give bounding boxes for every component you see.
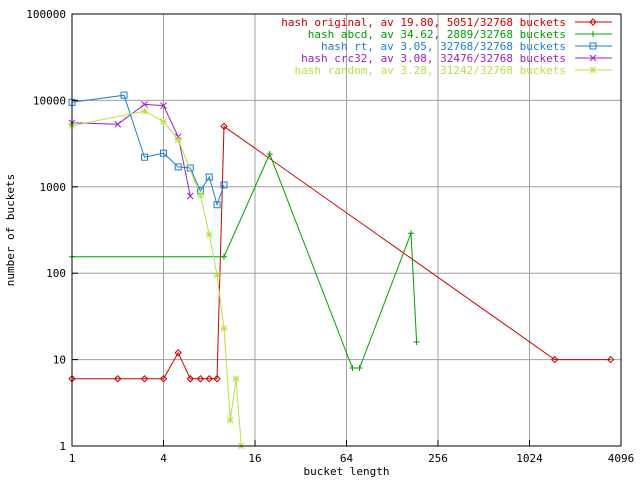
series-5-point <box>232 375 240 383</box>
series-4-point <box>186 192 194 200</box>
series-2-point <box>356 364 363 371</box>
series-5 <box>68 107 245 450</box>
legend-marker-4 <box>589 54 597 62</box>
x-tick-label: 256 <box>428 452 448 465</box>
series-5-point <box>160 118 167 125</box>
legend-entry-3: hash rt, av 3.05, 32768/32768 buckets <box>321 40 566 53</box>
series-1-point <box>140 375 149 383</box>
y-tick-label: 100000 <box>26 8 66 21</box>
legend-entry-1: hash original, av 19.80, 5051/32768 buck… <box>281 16 566 29</box>
legend: hash original, av 19.80, 5051/32768 buck… <box>281 16 612 77</box>
x-tick-label: 1024 <box>516 452 543 465</box>
series-1-point <box>114 375 122 383</box>
legend-entry-5: hash random, av 3.28, 31242/32768 bucket… <box>294 64 566 77</box>
series-4-line <box>71 103 191 197</box>
series-4-point <box>114 120 122 128</box>
y-tick-label: 1000 <box>40 181 67 194</box>
legend-entry-2: hash abcd, av 34.62, 2889/32768 buckets <box>308 28 566 41</box>
series-3-point <box>141 153 149 161</box>
series-3-point <box>174 163 182 171</box>
series-3-point <box>205 173 213 181</box>
series-5-point <box>213 271 221 279</box>
y-tick-label: 1 <box>59 440 66 453</box>
series-1-point <box>606 355 615 364</box>
legend-marker-2 <box>590 31 596 37</box>
legend-marker-1 <box>589 18 597 26</box>
y-tick-label: 100 <box>46 267 66 280</box>
series-5-point <box>226 416 234 424</box>
x-tick-label: 4 <box>160 452 167 465</box>
y-tick-label: 10 <box>53 354 66 367</box>
series-2-point <box>349 364 356 371</box>
y-tick-label: 10000 <box>33 94 66 107</box>
series-5-point <box>174 136 182 144</box>
series-1-point <box>205 375 213 383</box>
x-tick-label: 4096 <box>608 452 635 465</box>
series-1-point <box>186 375 194 383</box>
series-2 <box>69 150 420 371</box>
series-1-point <box>196 375 205 383</box>
legend-marker-3 <box>589 42 597 50</box>
series-5-point <box>220 324 228 332</box>
series-3-point <box>220 181 228 189</box>
series-1-point <box>550 355 559 364</box>
series-5-point <box>141 107 148 115</box>
series-2-point <box>407 230 414 237</box>
series-4-point <box>141 100 148 108</box>
series-group <box>68 91 615 450</box>
grid <box>72 14 621 446</box>
tick-labels: 1 4 16 64 256 1024 4096 1 10 100 1000 10000 100000 <box>26 8 634 465</box>
legend-entry-4: hash crc32, av 3.08, 32476/32768 buckets <box>301 52 566 65</box>
series-2-point <box>266 150 273 157</box>
series-2-point <box>220 253 227 260</box>
series-1-point <box>213 375 221 383</box>
series-5-point <box>197 191 204 199</box>
series-1-point <box>159 375 168 383</box>
x-axis-label: bucket length <box>303 465 389 478</box>
series-4-point <box>174 133 182 141</box>
series-3-point <box>160 149 167 157</box>
series-2-point <box>413 338 420 345</box>
series-4-point <box>160 102 167 109</box>
x-tick-label: 1 <box>69 452 76 465</box>
series-1-point <box>174 349 182 357</box>
series-1-line <box>72 125 611 380</box>
series-1-point <box>220 122 228 131</box>
series-3-point <box>120 91 128 99</box>
series-5-point <box>205 231 213 238</box>
legend-marker-5 <box>589 66 597 74</box>
y-axis-label: number of buckets <box>4 174 17 287</box>
x-tick-label: 64 <box>340 452 354 465</box>
series-3-point <box>213 201 221 209</box>
x-tick-label: 16 <box>248 452 261 465</box>
